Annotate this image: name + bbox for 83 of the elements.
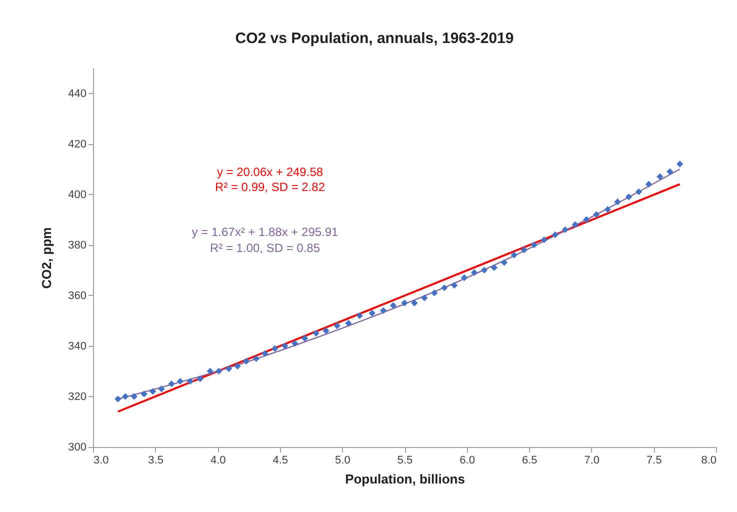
point: [572, 221, 579, 228]
point: [510, 252, 518, 258]
point: [614, 198, 621, 206]
point: [368, 310, 376, 316]
point: [356, 312, 363, 319]
point: [140, 390, 148, 398]
point: [282, 342, 288, 350]
point: [206, 368, 214, 375]
point: [334, 322, 341, 330]
y-tick-label: 380: [68, 239, 86, 252]
x-tick-label: 4.5: [272, 454, 288, 466]
point: [168, 380, 175, 388]
point: [656, 173, 664, 180]
point: [676, 160, 684, 168]
point: [625, 194, 632, 200]
annotation: R² = 0.99, SD = 2.82: [214, 180, 326, 194]
point: [312, 330, 320, 337]
point: [252, 355, 260, 362]
point: [149, 388, 156, 395]
point: [234, 362, 241, 370]
point: [421, 294, 428, 302]
point: [552, 231, 559, 238]
point: [301, 335, 308, 342]
annotation: y = 20.06x + 249.58: [216, 165, 324, 179]
annotation: R² = 1.00, SD = 0.85: [210, 241, 320, 255]
x-tick-label: 6.5: [522, 454, 538, 466]
x-tick-label: 6.0: [460, 454, 475, 466]
point: [480, 266, 488, 274]
point: [345, 320, 352, 327]
point: [540, 236, 548, 244]
point: [130, 393, 138, 400]
point: [114, 396, 122, 402]
point: [500, 259, 508, 266]
x-tick-label: 5.0: [335, 454, 350, 466]
y-tick-label: 400: [68, 188, 86, 201]
x-tick-label: 7.5: [646, 454, 662, 466]
point: [401, 300, 408, 306]
point: [242, 358, 250, 364]
point: [322, 327, 330, 334]
point: [158, 386, 165, 392]
point: [583, 216, 590, 223]
point: [470, 269, 478, 276]
x-tick-label: 5.5: [397, 454, 413, 466]
point: [390, 302, 397, 309]
x-tick-label: 3.0: [94, 454, 109, 466]
point: [225, 365, 232, 372]
y-tick-label: 320: [68, 390, 86, 403]
point: [380, 307, 387, 314]
y-tick-label: 440: [68, 88, 86, 100]
y-tick-label: 360: [68, 290, 86, 302]
point: [186, 378, 194, 385]
chart-title: CO2 vs Population, annuals, 1963-2019: [235, 30, 514, 47]
point: [520, 246, 528, 254]
point: [562, 226, 569, 234]
point: [441, 284, 448, 292]
point: [666, 168, 674, 175]
point: [645, 180, 652, 188]
point: [460, 274, 468, 282]
y-tick-label: 340: [68, 340, 86, 352]
x-tick-label: 4.0: [210, 454, 226, 466]
x-tick-label: 3.5: [148, 454, 164, 466]
point: [196, 375, 204, 382]
point: [431, 290, 438, 296]
annotation: y = 1.67x² + 1.88x + 295.91: [192, 225, 339, 239]
point: [490, 264, 498, 271]
point: [262, 350, 268, 357]
point: [635, 188, 642, 196]
point: [450, 282, 458, 289]
point: [215, 368, 222, 375]
x-axis-title: Population, billions: [345, 472, 465, 486]
x-tick-label: 8.0: [701, 454, 716, 466]
point: [530, 242, 538, 248]
point: [176, 378, 184, 385]
point: [122, 393, 129, 400]
x-tick-label: 7.0: [584, 454, 600, 466]
y-axis-title: CO2, ppm: [39, 227, 54, 289]
point: [593, 211, 600, 218]
point: [411, 300, 418, 306]
point: [292, 340, 298, 347]
point: [604, 206, 611, 213]
point: [272, 345, 278, 352]
y-tick-label: 420: [68, 138, 86, 150]
y-tick-label: 300: [68, 442, 86, 454]
